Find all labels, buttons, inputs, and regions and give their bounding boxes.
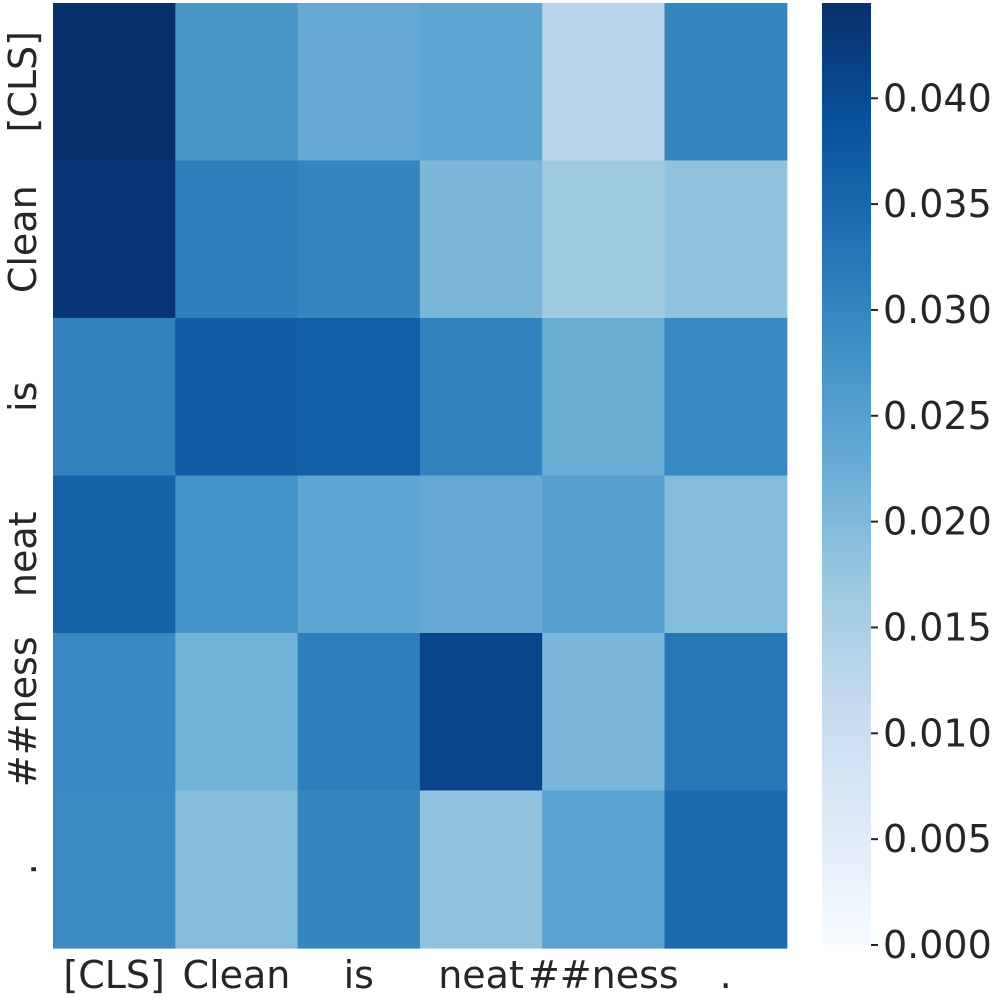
y-axis: [CLS] Clean is neat ##ness.	[1, 31, 45, 875]
heatmap-cell	[542, 3, 666, 162]
heatmap-cell	[175, 790, 299, 949]
colorbar-tick-label: 0.000	[883, 923, 992, 967]
x-tick-label: neat	[438, 953, 524, 997]
y-tick-label: .	[1, 863, 45, 875]
heatmap-cell	[419, 160, 543, 319]
colorbar-tick-label: 0.005	[883, 817, 992, 861]
colorbar-tick-label: 0.010	[883, 711, 992, 755]
heatmap-cell	[175, 3, 299, 162]
colorbar-tick-label: 0.030	[883, 288, 992, 332]
x-tick-label: [CLS]	[63, 953, 164, 997]
heatmap-cell	[297, 3, 421, 162]
heatmap-grid	[53, 3, 788, 949]
x-tick-label: .	[720, 953, 732, 997]
y-tick-label: neat	[1, 511, 45, 597]
x-tick-label: ##ness	[528, 953, 679, 997]
colorbar: 0.000 0.005 0.010 0.015 0.020 0.025 0.030 0.035…	[822, 3, 992, 967]
heatmap-cell	[175, 318, 299, 477]
heatmap-cell	[419, 633, 543, 792]
heatmap-cell	[175, 475, 299, 634]
heatmap-cell	[419, 790, 543, 949]
heatmap-cell	[175, 633, 299, 792]
heatmap-cell	[297, 475, 421, 634]
y-tick-label: [CLS]	[1, 31, 45, 132]
heatmap-cell	[419, 318, 543, 477]
colorbar-tick-label: 0.020	[883, 500, 992, 544]
x-tick-label: is	[344, 953, 374, 997]
heatmap-cell	[542, 633, 666, 792]
heatmap-cell	[664, 633, 788, 792]
heatmap-cell	[664, 790, 788, 949]
x-tick-label: Clean	[183, 953, 291, 997]
heatmap-cell	[53, 318, 176, 477]
heatmap-cell	[664, 475, 788, 634]
heatmap-cell	[53, 160, 176, 319]
heatmap-cell	[542, 160, 666, 319]
heatmap-cell	[175, 160, 299, 319]
colorbar-gradient	[822, 3, 871, 945]
colorbar-tick-label: 0.035	[883, 182, 992, 226]
heatmap-cell	[53, 633, 176, 792]
heatmap-cell	[297, 633, 421, 792]
heatmap-cell	[53, 475, 176, 634]
heatmap-cell	[53, 790, 176, 949]
colorbar-tick-label: 0.040	[883, 76, 992, 120]
y-tick-label: ##ness	[1, 636, 45, 787]
heatmap-cell	[297, 318, 421, 477]
heatmap-cell	[542, 790, 666, 949]
heatmap-cell	[542, 318, 666, 477]
heatmap-cell	[419, 475, 543, 634]
heatmap-cell	[664, 3, 788, 162]
heatmap-cell	[664, 318, 788, 477]
heatmap-cell	[542, 475, 666, 634]
y-tick-label: Clean	[1, 185, 45, 293]
heatmap-cell	[664, 160, 788, 319]
heatmap-cell	[419, 3, 543, 162]
heatmap-cell	[297, 790, 421, 949]
colorbar-tick-label: 0.015	[883, 605, 992, 649]
heatmap-cell	[297, 160, 421, 319]
heatmap-cell	[53, 3, 176, 162]
colorbar-ticks: 0.000 0.005 0.010 0.015 0.020 0.025 0.030 0.035…	[871, 76, 992, 967]
x-axis: [CLS] Clean is neat ##ness.	[63, 953, 731, 997]
colorbar-tick-label: 0.025	[883, 394, 992, 438]
y-tick-label: is	[1, 382, 45, 412]
